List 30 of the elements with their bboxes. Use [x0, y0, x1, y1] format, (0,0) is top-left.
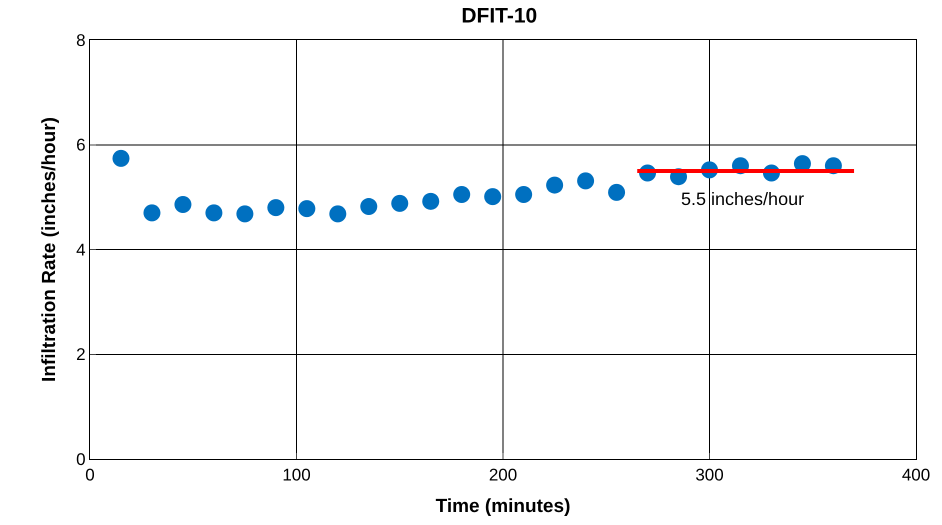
point: [112, 150, 130, 167]
point: [608, 184, 626, 201]
annotation: 5.5 inches/hour: [681, 189, 804, 209]
point: [143, 204, 160, 222]
point: [174, 196, 192, 213]
point: [360, 198, 378, 216]
x-axis-title: Time (minutes): [436, 496, 570, 518]
y-axis-title: Infiltration Rate (inches/hour): [38, 117, 60, 382]
x-tick-label: 400: [902, 465, 930, 484]
point: [205, 204, 222, 222]
chart-title: DFIT-10: [461, 4, 538, 28]
point: [422, 192, 440, 210]
x-tick-label: 100: [282, 465, 311, 484]
point: [453, 186, 470, 203]
y-tick-label: 6: [76, 136, 86, 155]
point: [236, 205, 254, 222]
x-tick-label: 300: [695, 465, 724, 484]
point: [329, 205, 346, 222]
point: [267, 199, 284, 216]
y-tick-label: 0: [76, 450, 86, 469]
x-tick-label: 200: [488, 465, 518, 484]
point: [298, 200, 316, 218]
point: [391, 194, 408, 212]
y-tick-label: 2: [76, 345, 86, 364]
y-tick-label: 8: [76, 30, 86, 50]
point: [577, 172, 594, 190]
point: [515, 186, 532, 203]
y-tick-label: 4: [76, 240, 86, 260]
point: [484, 188, 502, 206]
point: [546, 176, 564, 194]
